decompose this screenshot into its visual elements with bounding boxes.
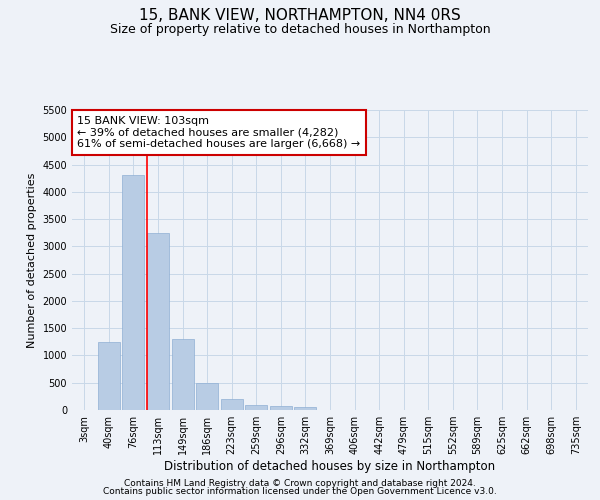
Bar bbox=[172, 339, 194, 410]
Y-axis label: Number of detached properties: Number of detached properties bbox=[27, 172, 37, 348]
Bar bbox=[122, 176, 145, 410]
Text: Size of property relative to detached houses in Northampton: Size of property relative to detached ho… bbox=[110, 22, 490, 36]
Bar bbox=[270, 406, 292, 410]
Bar bbox=[147, 232, 169, 410]
Text: Contains HM Land Registry data © Crown copyright and database right 2024.: Contains HM Land Registry data © Crown c… bbox=[124, 478, 476, 488]
Bar bbox=[221, 399, 243, 410]
Text: 15 BANK VIEW: 103sqm
← 39% of detached houses are smaller (4,282)
61% of semi-de: 15 BANK VIEW: 103sqm ← 39% of detached h… bbox=[77, 116, 361, 149]
X-axis label: Distribution of detached houses by size in Northampton: Distribution of detached houses by size … bbox=[164, 460, 496, 473]
Text: 15, BANK VIEW, NORTHAMPTON, NN4 0RS: 15, BANK VIEW, NORTHAMPTON, NN4 0RS bbox=[139, 8, 461, 22]
Bar bbox=[295, 408, 316, 410]
Bar bbox=[98, 342, 120, 410]
Bar bbox=[245, 404, 268, 410]
Bar bbox=[196, 382, 218, 410]
Text: Contains public sector information licensed under the Open Government Licence v3: Contains public sector information licen… bbox=[103, 487, 497, 496]
